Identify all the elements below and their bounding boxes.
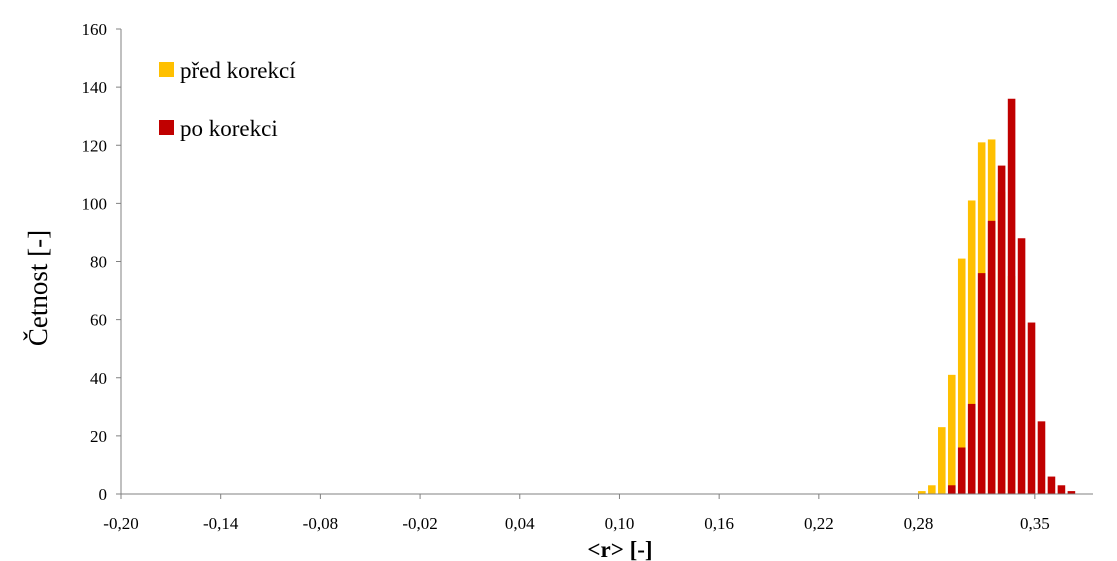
histogram-bar: [967, 403, 976, 494]
x-tick-label: -0,14: [203, 514, 239, 533]
x-tick-label: -0,08: [303, 514, 338, 533]
y-tick-label: 140: [82, 78, 108, 97]
x-axis-title: <r> [-]: [587, 537, 652, 561]
x-axis-ticks: -0,20 -0,14 -0,08 -0,02 0,04 0,10 0,16 0,22 0,28…: [103, 494, 1050, 533]
histogram-bar: [947, 485, 956, 494]
legend: před korekcí po korekci: [159, 58, 296, 141]
x-tick-label: -0,20: [103, 514, 138, 533]
histogram-bar: [1067, 491, 1076, 494]
histogram-bar: [918, 491, 926, 494]
histogram-bar: [1007, 98, 1016, 494]
histogram-bar: [967, 200, 976, 494]
histogram-bar: [928, 485, 936, 494]
y-tick-label: 80: [90, 253, 107, 272]
y-tick-label: 60: [90, 311, 107, 330]
y-axis-ticks: 0 20 40 60 80 100 120 140 160: [82, 20, 121, 504]
legend-label: před korekcí: [180, 58, 296, 83]
y-tick-label: 160: [82, 20, 108, 39]
histogram-bar: [938, 427, 946, 494]
y-tick-label: 20: [90, 427, 107, 446]
histogram-bar: [957, 447, 966, 494]
x-tick-label: 0,04: [505, 514, 535, 533]
x-tick-label: -0,02: [402, 514, 437, 533]
histogram-bar: [957, 258, 966, 494]
histogram-bar: [1057, 485, 1066, 494]
legend-swatch: [159, 62, 174, 77]
histogram-bar: [1017, 238, 1026, 494]
x-tick-label: 0,22: [804, 514, 834, 533]
histogram-bar: [977, 273, 986, 494]
x-tick-label: 0,10: [605, 514, 635, 533]
x-tick-label: 0,35: [1020, 514, 1050, 533]
x-tick-label: 0,16: [704, 514, 734, 533]
histogram-bar: [1047, 476, 1056, 494]
y-tick-label: 100: [82, 194, 108, 213]
y-tick-label: 0: [99, 485, 108, 504]
legend-swatch: [159, 120, 174, 135]
histogram-bar: [947, 374, 956, 494]
histogram-bar: [1027, 322, 1036, 494]
x-tick-label: 0,28: [904, 514, 934, 533]
histogram-bar: [987, 220, 996, 494]
legend-label: po korekci: [180, 116, 278, 141]
y-tick-label: 120: [82, 136, 108, 155]
histogram-bar: [1037, 421, 1046, 494]
y-axis-title: Četnost [-]: [23, 230, 53, 346]
y-tick-label: 40: [90, 369, 107, 388]
histogram-bar: [997, 165, 1006, 494]
bars-group: [918, 98, 1076, 494]
